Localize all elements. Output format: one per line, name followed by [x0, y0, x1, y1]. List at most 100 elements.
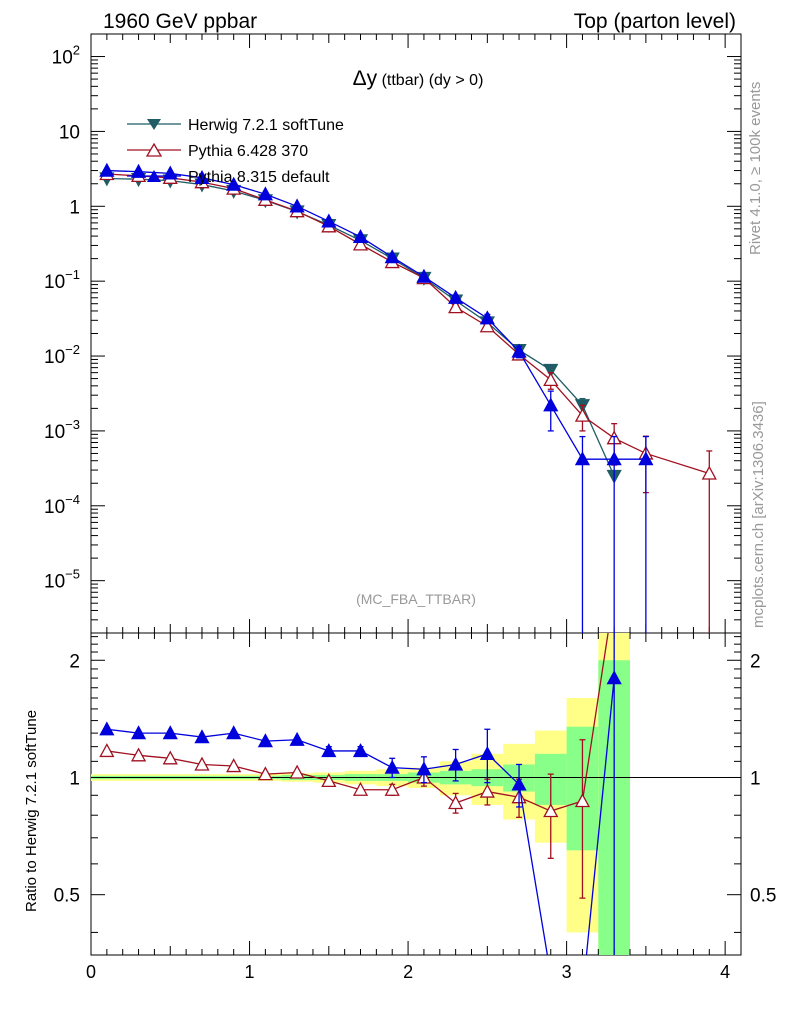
y-tick-label-ratio: 0.5	[54, 886, 80, 907]
pythia-6-428-370-ratio-point	[321, 773, 337, 788]
legend-label-herwig: Herwig 7.2.1 softTune	[188, 117, 344, 134]
pythia8-marker-icon	[147, 170, 161, 182]
x-tick-label: 0	[86, 962, 96, 982]
pythia-6-428-370-ratio-point	[574, 793, 591, 808]
pythia-6-428-370-ratio-point	[479, 783, 495, 798]
pythia-6-428-370-ratio-point	[194, 756, 210, 771]
plot-title: Δy (ttbar) (dy > 0)	[353, 67, 484, 90]
pythia-6-428-370-point	[701, 465, 717, 480]
x-tick-label: 3	[562, 962, 572, 982]
pythia-8-315-default-ratio-point	[448, 756, 464, 771]
pythia-6-428-370-ratio-point	[384, 781, 400, 796]
legend-label-pythia8: Pythia 8.315 default	[188, 169, 330, 186]
mcplots-label: mcplots.cern.ch [arXiv:1306.3436]	[750, 401, 767, 628]
legend-entry-pythia8: Pythia 8.315 default	[127, 169, 330, 186]
pythia-8-315-default-point	[130, 163, 147, 178]
y-tick-label-ratio-right: 2	[750, 651, 761, 672]
pythia-8-315-default-ratio-point	[226, 725, 242, 740]
pythia-6-428-370-point	[479, 318, 495, 333]
pythia-8-315-default-ratio-point	[352, 743, 369, 758]
y-tick-exponent: −5	[65, 567, 80, 582]
pythia-8-315-default-line	[106, 169, 646, 460]
pythia-8-315-default-point	[416, 268, 432, 283]
y-tick-label-main: 10−3	[44, 417, 80, 443]
legend-label-pythia6: Pythia 6.428 370	[188, 143, 308, 160]
header-right-title: Top (parton level)	[574, 10, 736, 33]
pythia-8-315-default-ratio-point	[606, 670, 622, 685]
pythia-6-428-370-point	[352, 236, 369, 251]
pythia-8-315-default-ratio-point	[130, 725, 147, 740]
y-tick-exponent: 2	[73, 43, 80, 58]
y-tick-base: 10	[44, 272, 65, 293]
y-tick-exponent: −3	[65, 417, 80, 432]
y-tick-label-main: 102	[52, 43, 80, 69]
x-tick-label: 1	[245, 962, 255, 982]
pythia-8-315-default-ratio-point	[289, 731, 305, 746]
legend-entry-herwig: Herwig 7.2.1 softTune	[127, 117, 344, 134]
pythia-8-315-default-point	[352, 229, 369, 244]
pythia-6-428-370-ratio-point	[162, 750, 178, 765]
ratio-frame	[90, 632, 742, 956]
pythia-8-315-default-point	[99, 162, 115, 177]
pythia-8-315-default-ratio-point	[99, 721, 115, 736]
pythia-6-428-370-ratio-point	[130, 747, 147, 762]
pythia-6-428-370-point	[574, 407, 591, 422]
x-tick-label: 2	[403, 962, 413, 982]
y-tick-base: 10	[44, 497, 65, 518]
pythia-6-428-370-ratio-point	[289, 764, 305, 779]
herwig-7-2-1-softtune-point	[543, 363, 559, 378]
ratio-series	[99, 633, 622, 955]
pythia-6-428-370-ratio-point	[543, 803, 559, 818]
y-tick-exponent: −2	[65, 342, 80, 357]
y-tick-exponent: −4	[65, 492, 80, 507]
y-tick-label-ratio-right: 1	[750, 768, 761, 789]
y-tick-label-main: 10−4	[44, 492, 80, 518]
pythia-6-428-370-ratio-point	[99, 743, 115, 758]
pythia-6-428-370-ratio-point	[352, 781, 369, 796]
analysis-watermark: (MC_FBA_TTBAR)	[356, 591, 476, 607]
plot-title-rest: (ttbar) (dy > 0)	[377, 72, 483, 89]
y-tick-base: 10	[44, 572, 65, 593]
legend: Herwig 7.2.1 softTune Pythia 6.428 370 P…	[127, 117, 344, 186]
pythia-8-315-default-point	[543, 397, 559, 412]
pythia-8-315-default-point	[479, 310, 495, 325]
pythia-8-315-default-ratio-point	[257, 733, 273, 748]
pythia6-marker-icon	[145, 142, 163, 157]
plot-title-symbol: Δy	[353, 67, 378, 90]
main-series	[99, 162, 717, 633]
header-left-title: 1960 GeV ppbar	[103, 10, 257, 33]
rivet-version-label: Rivet 4.1.0, ≥ 100k events	[747, 82, 764, 255]
pythia-8-315-default-ratio-point	[416, 761, 432, 776]
pythia-8-315-default-ratio-point	[321, 743, 337, 758]
x-tick-label: 4	[720, 962, 730, 982]
y-tick-base: 10	[59, 122, 80, 143]
herwig-7-2-1-softtune-line	[106, 177, 615, 477]
y-tick-base: 10	[44, 347, 65, 368]
y-tick-base: 10	[52, 48, 73, 69]
pythia-8-315-default-point	[448, 289, 464, 304]
pythia-6-428-370-ratio-point	[226, 758, 242, 773]
pythia-8-315-default-ratio-point	[162, 725, 178, 740]
y-tick-base: 1	[69, 197, 80, 218]
y-tick-exponent: −1	[65, 267, 80, 282]
pythia-8-315-default-point	[321, 213, 337, 228]
pythia-6-428-370-point	[448, 299, 464, 314]
pythia-8-315-default-ratio-point	[479, 745, 495, 760]
pythia-8-315-default-point	[257, 186, 273, 201]
y-tick-label-main: 1	[69, 197, 80, 218]
pythia-8-315-default-ratio-point	[511, 776, 527, 791]
y-tick-label-main: 10−5	[44, 567, 80, 593]
pythia-8-315-default-ratio-point	[384, 759, 400, 774]
herwig-marker-icon	[147, 119, 161, 130]
y-tick-label-ratio: 1	[69, 768, 80, 789]
y-tick-label-ratio-right: 0.5	[750, 886, 776, 907]
y-tick-label-ratio: 2	[69, 651, 80, 672]
ratio-uncertainty-bands	[91, 633, 741, 955]
pythia-8-315-default-point	[511, 343, 527, 358]
ratio-y-axis-label: Ratio to Herwig 7.2.1 softTune	[23, 710, 40, 912]
pythia-8-315-default-ratio-point	[194, 729, 210, 744]
pythia-6-428-370-line	[106, 173, 710, 475]
pythia-6-428-370-ratio-point	[448, 795, 464, 810]
